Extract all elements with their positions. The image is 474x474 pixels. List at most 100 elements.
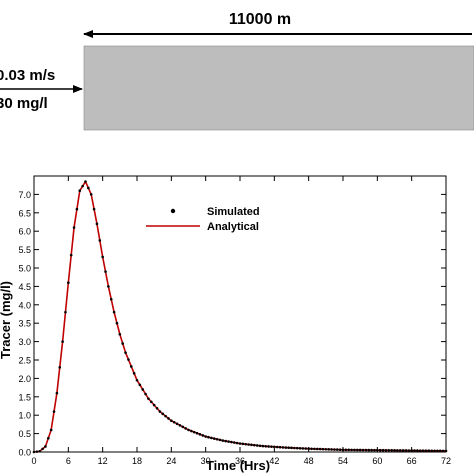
- domain-schematic: 11000 m 0.03 m/s 30 mg/l: [0, 11, 474, 131]
- series-simulated-point: [344, 448, 348, 452]
- series-simulated-point: [161, 412, 165, 416]
- y-axis-label: Tracer (mg/l): [0, 281, 13, 359]
- series-simulated-point: [127, 358, 130, 361]
- series-simulated-point: [167, 417, 170, 420]
- series-simulated-point: [367, 448, 371, 452]
- y-tick-label: 0.0: [18, 448, 31, 458]
- series-simulated-point: [44, 445, 47, 448]
- series-simulated-point: [138, 383, 142, 387]
- series-simulated-point: [275, 445, 279, 449]
- series-simulated-point: [424, 449, 428, 452]
- series-simulated-point: [310, 447, 313, 451]
- series-simulated-point: [253, 443, 256, 447]
- series-simulated-point: [270, 445, 273, 448]
- series-simulated-point: [224, 439, 227, 443]
- y-tick-label: 4.5: [18, 282, 31, 292]
- series-simulated-point: [118, 332, 122, 336]
- series-simulated-point: [98, 239, 102, 242]
- series-simulated-point: [284, 446, 288, 449]
- x-tick-label: 54: [338, 456, 348, 466]
- y-tick-label: 5.5: [18, 245, 31, 255]
- series-simulated-point: [378, 448, 382, 452]
- series-simulated-point: [78, 189, 82, 193]
- series-simulated-point: [278, 445, 282, 449]
- series-simulated-point: [404, 449, 408, 452]
- series-simulated-point: [330, 448, 333, 451]
- series-simulated-point: [129, 365, 133, 368]
- series-simulated-point: [101, 255, 104, 259]
- series-simulated-point: [381, 448, 385, 452]
- series-simulated-point: [135, 378, 139, 382]
- series-simulated-point: [241, 442, 245, 446]
- y-tick-label: 2.5: [18, 356, 31, 366]
- series-simulated-point: [384, 448, 388, 452]
- series-simulated-point: [158, 410, 162, 413]
- series-simulated-point: [184, 427, 187, 430]
- series-simulated-point: [261, 444, 265, 448]
- series-simulated-point: [64, 310, 67, 314]
- x-tick-label: 18: [132, 456, 142, 466]
- series-layer: [32, 180, 448, 454]
- series-simulated-point: [318, 447, 322, 451]
- series-simulated-point: [273, 445, 276, 449]
- legend-simulated-label: Simulated: [207, 206, 260, 218]
- series-simulated-point: [255, 444, 259, 447]
- domain-rectangle: [83, 45, 474, 131]
- series-simulated-point: [321, 447, 325, 451]
- series-simulated-point: [181, 425, 185, 429]
- y-tick-label: 2.0: [18, 374, 31, 384]
- series-simulated-point: [281, 446, 285, 449]
- series-simulated-point: [298, 446, 302, 450]
- y-tick-label: 5.0: [18, 264, 31, 274]
- series-simulated-point: [87, 186, 90, 190]
- x-tick-label: 66: [407, 456, 417, 466]
- series-simulated-point: [92, 207, 96, 211]
- series-simulated-point: [427, 449, 431, 453]
- series-simulated-point: [178, 424, 182, 427]
- series-simulated-point: [192, 430, 196, 434]
- series-simulated-point: [267, 445, 270, 448]
- series-simulated-point: [201, 434, 205, 437]
- series-simulated-point: [150, 400, 153, 404]
- series-simulated-point: [333, 448, 336, 451]
- series-simulated-point: [373, 448, 376, 452]
- x-tick-label: 60: [372, 456, 382, 466]
- series-simulated-point: [221, 439, 225, 442]
- series-simulated-point: [232, 441, 236, 444]
- series-simulated-point: [84, 180, 87, 183]
- y-tick-label: 0.5: [18, 429, 31, 439]
- x-axis: 0 6 12 18 24 30 36 42 48 54 60 66 72: [31, 176, 451, 466]
- series-simulated-point: [376, 448, 379, 452]
- series-simulated-point: [58, 366, 62, 369]
- series-simulated-point: [147, 397, 150, 400]
- series-simulated-point: [347, 448, 351, 452]
- y-tick-label: 4.0: [18, 300, 31, 310]
- series-simulated-point: [335, 448, 339, 451]
- tracer-breakthrough-chart: 0.0 0.5 1.0 1.5 2.0 2.5 3.0 3.5 4.0 4.5 5.0 5.5 6.0 6…: [0, 175, 451, 473]
- series-simulated-point: [109, 297, 113, 301]
- series-simulated-point: [235, 441, 239, 445]
- legend-simulated-marker: [170, 208, 176, 214]
- x-tick-label: 72: [441, 456, 451, 466]
- series-simulated-point: [215, 437, 219, 441]
- x-tick-label: 30: [201, 456, 211, 466]
- series-simulated-point: [238, 442, 242, 445]
- series-simulated-point: [124, 351, 127, 354]
- series-simulated-point: [112, 310, 116, 314]
- series-simulated-point: [198, 433, 202, 436]
- series-simulated-point: [41, 447, 44, 451]
- series-simulated-point: [144, 392, 147, 396]
- series-simulated-point: [258, 444, 262, 448]
- y-tick-label: 3.5: [18, 319, 31, 329]
- series-simulated-point: [430, 449, 433, 453]
- series-simulated-point: [364, 448, 368, 452]
- series-simulated-point: [38, 449, 42, 453]
- series-simulated-point: [350, 448, 353, 452]
- series-simulated-point: [433, 449, 436, 453]
- series-simulated-point: [172, 420, 176, 424]
- x-tick-label: 42: [269, 456, 279, 466]
- series-simulated-point: [441, 449, 445, 453]
- x-tick-label: 0: [31, 456, 36, 466]
- series-simulated-point: [444, 449, 448, 453]
- series-simulated-point: [401, 449, 405, 452]
